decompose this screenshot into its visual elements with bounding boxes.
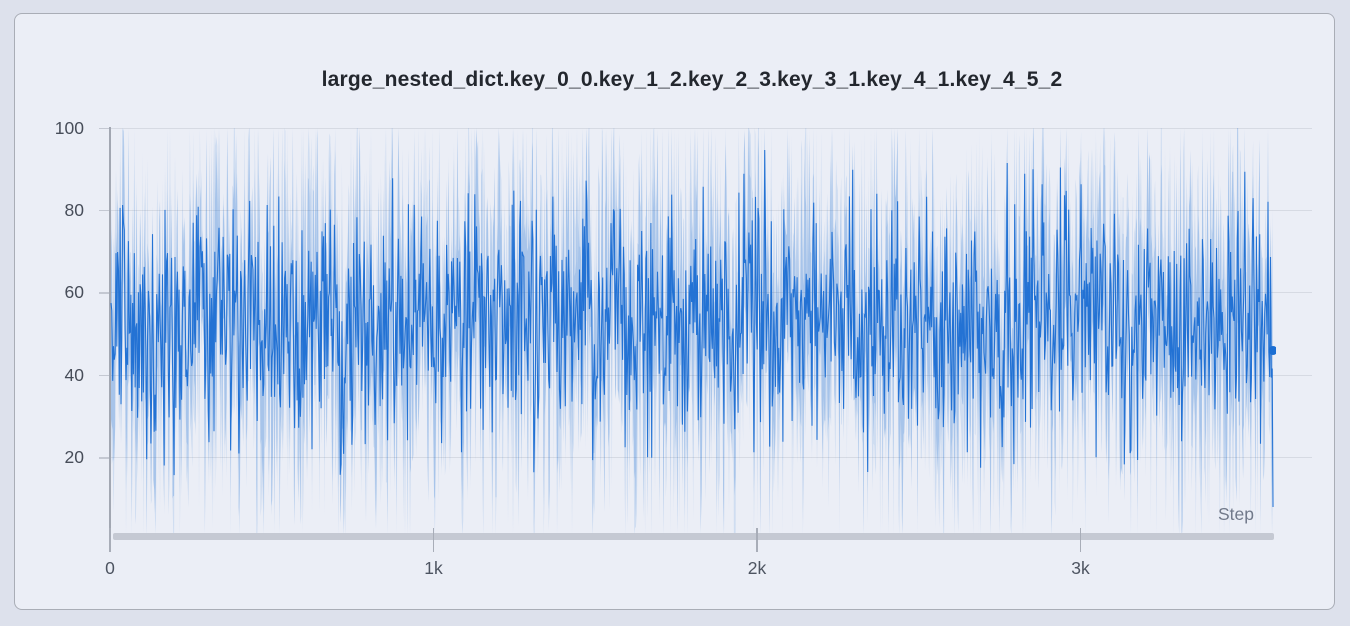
x-tick-label: 3k xyxy=(1071,558,1090,578)
y-tick xyxy=(99,457,110,459)
y-tick-label: 60 xyxy=(64,282,84,303)
x-tick xyxy=(756,528,758,552)
y-grid-line xyxy=(110,374,1312,376)
y-tick xyxy=(99,292,110,294)
x-axis-title: Step xyxy=(1218,504,1254,524)
x-tick-label: 0 xyxy=(105,558,115,578)
x-tick xyxy=(1079,528,1082,552)
y-tick-label: 40 xyxy=(64,364,84,385)
y-tick xyxy=(99,127,110,129)
y-tick-label: 20 xyxy=(64,447,84,468)
y-grid-line xyxy=(110,457,1312,459)
x-tick xyxy=(109,528,111,552)
y-grid-line xyxy=(110,209,1312,211)
y-tick-label: 100 xyxy=(54,117,84,138)
y-tick xyxy=(99,374,110,377)
series-minmax-band-outer xyxy=(111,128,1273,536)
y-grid-line xyxy=(110,127,1312,129)
horizontal-scrollbar[interactable] xyxy=(113,533,1274,540)
last-value-dot xyxy=(1268,346,1276,355)
y-axis-line xyxy=(109,127,111,543)
series-minmax-band xyxy=(111,128,1273,536)
x-tick-label: 2k xyxy=(747,558,767,578)
chart-title: large_nested_dict.key_0_0.key_1_2.key_2_… xyxy=(321,68,1063,91)
y-tick-label: 80 xyxy=(64,199,84,220)
x-tick-label: 1k xyxy=(424,558,443,578)
x-tick xyxy=(432,528,435,552)
series-line xyxy=(110,149,1274,508)
plot-area[interactable] xyxy=(110,122,1276,548)
y-tick xyxy=(99,209,110,212)
